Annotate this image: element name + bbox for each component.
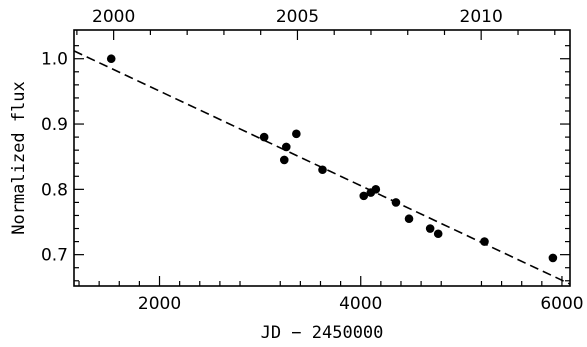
top-tick-label: 2005: [276, 7, 319, 27]
data-point: [480, 237, 489, 246]
x-tick-label: 2000: [138, 294, 181, 314]
data-point: [391, 198, 401, 207]
y-axis-label: Normalized flux: [9, 81, 29, 235]
data-point: [292, 129, 301, 139]
y-tick-label: 1.0: [41, 50, 68, 70]
y-tick-label: 0.7: [41, 246, 68, 266]
data-point: [106, 54, 116, 64]
data-point: [281, 142, 291, 152]
x-tick-label: 6000: [540, 294, 583, 314]
ticks-group: [74, 30, 570, 286]
data-point: [548, 253, 558, 263]
data-point: [259, 132, 269, 142]
data-point: [404, 214, 414, 224]
data-point: [425, 224, 435, 233]
data-point: [279, 155, 289, 165]
x-tick-label: 4000: [339, 294, 382, 314]
data-point: [359, 191, 369, 201]
data-point: [318, 165, 327, 175]
y-tick-label: 0.9: [41, 115, 68, 135]
data-point: [371, 185, 381, 194]
top-tick-label: 2000: [92, 7, 135, 27]
data-points-group: [106, 54, 558, 263]
y-tick-label: 0.8: [41, 180, 68, 200]
plot-frame: [73, 29, 571, 287]
data-point: [433, 229, 443, 239]
tick-labels-group: 2000 4000 6000 2000 2005 2010 0.7 0.8 0.9 1.0: [41, 7, 584, 314]
x-axis-label: JD − 2450000: [261, 323, 384, 343]
top-tick-label: 2010: [460, 7, 503, 27]
